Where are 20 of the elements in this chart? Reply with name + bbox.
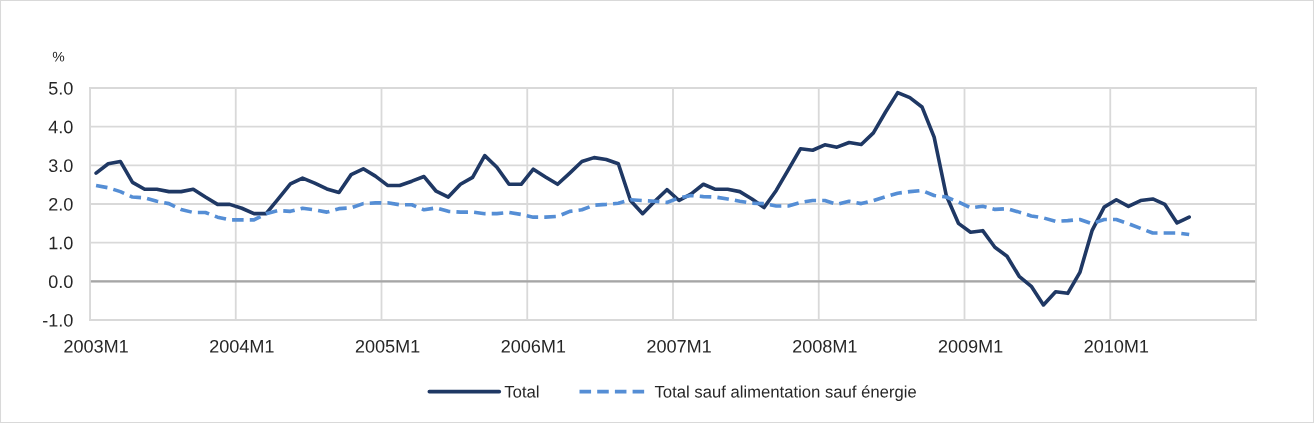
y-tick-label: 4.0 xyxy=(48,120,73,134)
x-tick-label: 2006M1 xyxy=(501,339,566,353)
x-tick-label: 2010M1 xyxy=(1084,339,1149,353)
y-tick-label: 3.0 xyxy=(48,159,73,173)
line-series xyxy=(94,90,1192,307)
x-tick-label: 2004M1 xyxy=(210,339,274,353)
legend-label: Total sauf alimentation sauf énergie xyxy=(654,385,916,401)
y-tick-label: -1.0 xyxy=(43,313,73,327)
y-tick-label: 5.0 xyxy=(48,81,73,95)
y-tick-label: 0.0 xyxy=(48,275,73,289)
x-tick-label: 2005M1 xyxy=(355,339,420,353)
x-tick-label: 2007M1 xyxy=(647,339,711,353)
line-series xyxy=(94,183,1192,237)
y-axis-title: % xyxy=(52,51,65,62)
y-tick-label: 1.0 xyxy=(49,236,73,250)
x-tick-label: 2009M1 xyxy=(938,339,1003,353)
x-tick-label: 2008M1 xyxy=(793,339,857,353)
legend-label: Total xyxy=(504,385,539,398)
x-tick-label: 2003M1 xyxy=(64,339,128,353)
y-tick-label: 2.0 xyxy=(49,197,73,211)
